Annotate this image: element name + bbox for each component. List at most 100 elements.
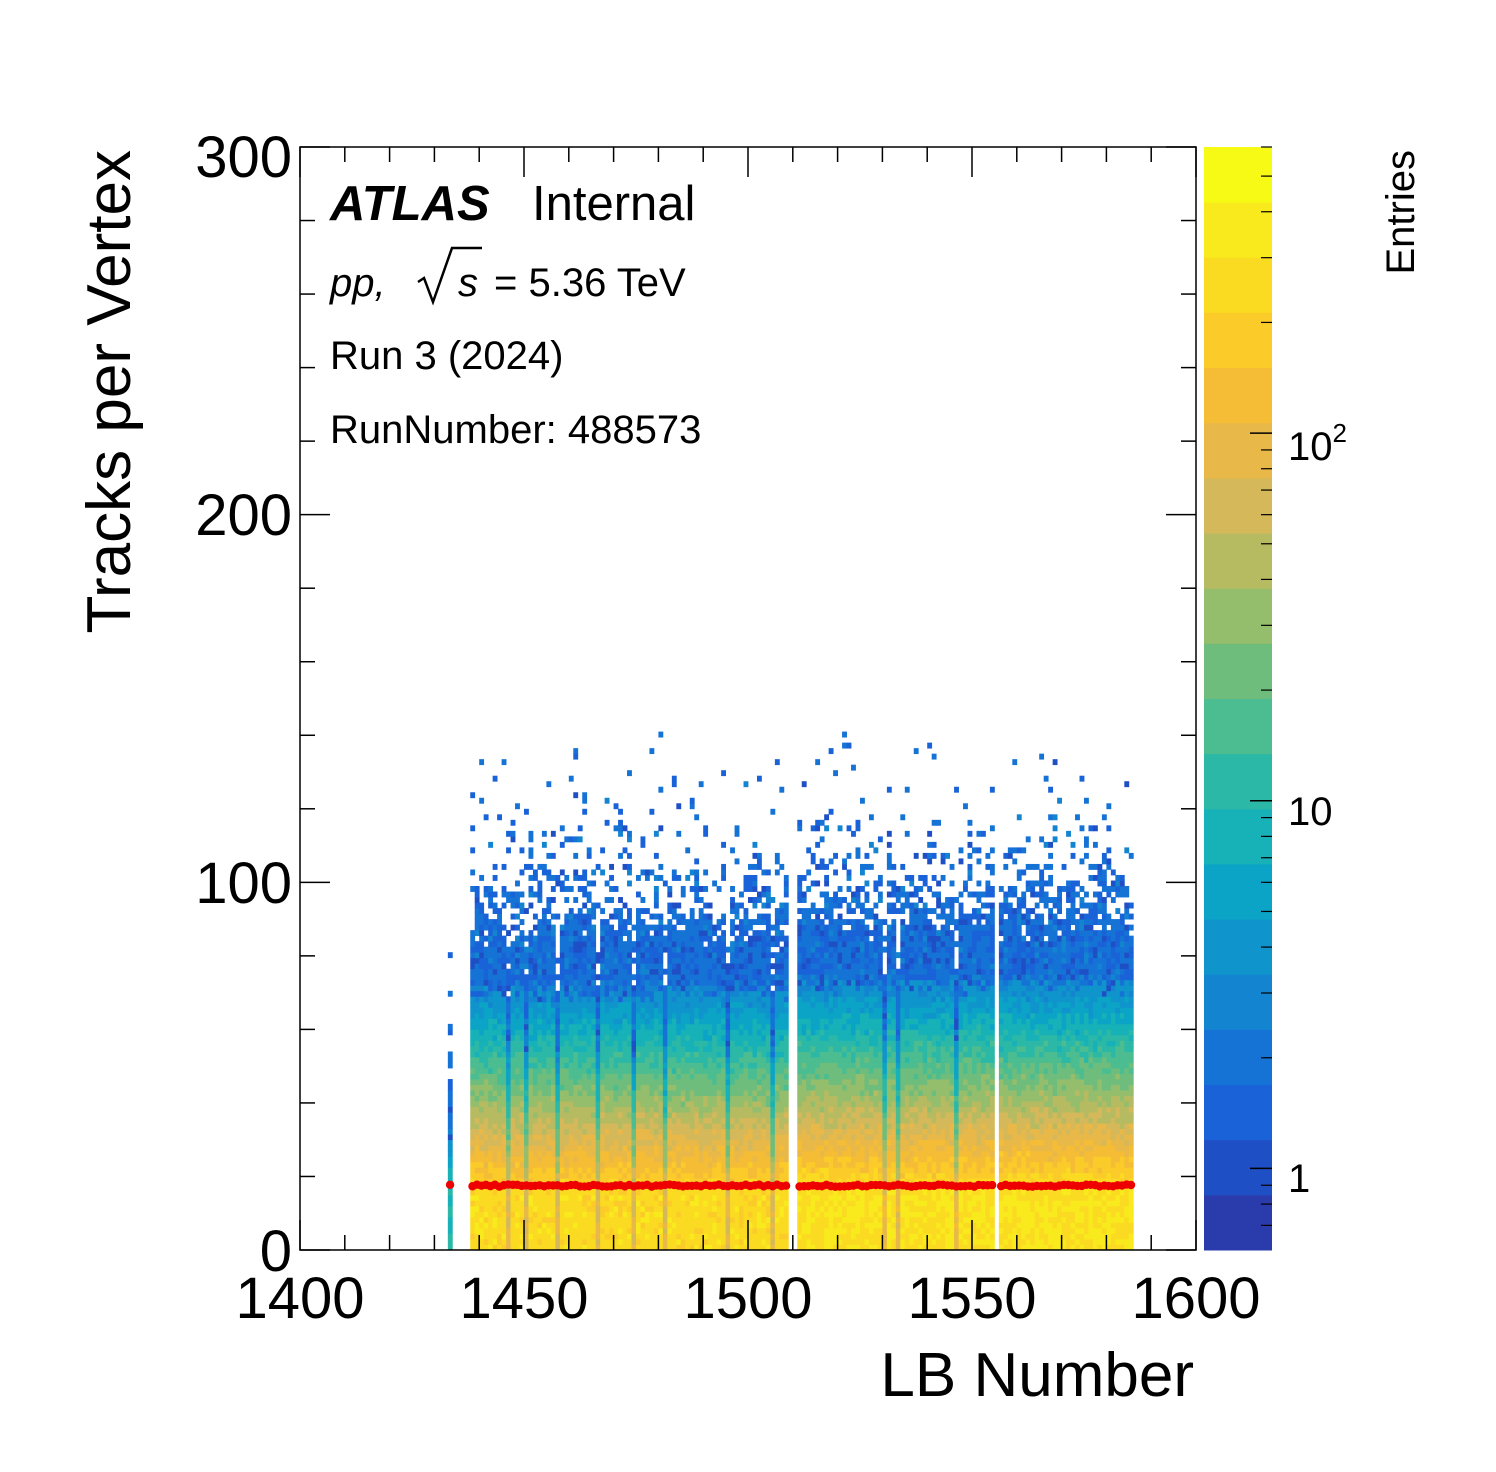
heatmap-cell: [609, 941, 614, 948]
heatmap-cell: [470, 946, 476, 953]
heatmap-cell: [797, 968, 803, 975]
heatmap-cell: [627, 1023, 632, 1030]
heatmap-cell: [515, 1001, 520, 1008]
heatmap-cell: [573, 1073, 579, 1080]
heatmap-cell: [515, 1161, 520, 1168]
heatmap-cell: [801, 1128, 807, 1135]
heatmap-cell: [770, 1112, 776, 1119]
heatmap-cell: [739, 1112, 744, 1119]
heatmap-cell: [506, 1222, 511, 1229]
heatmap-cell: [515, 1134, 520, 1141]
heatmap-cell: [653, 852, 659, 859]
heatmap-cell: [734, 1233, 740, 1240]
heatmap-cell: [797, 1040, 803, 1047]
heatmap-cell: [541, 952, 547, 959]
heatmap-cell: [694, 1095, 700, 1102]
heatmap-cell: [627, 1112, 632, 1119]
heatmap-cell: [667, 1056, 673, 1063]
heatmap-cell: [474, 908, 480, 914]
heatmap-cell: [600, 1056, 606, 1063]
heatmap-cell: [568, 1172, 574, 1179]
heatmap-cell: [824, 1045, 830, 1052]
heatmap-cell: [770, 1084, 776, 1091]
heatmap-cell: [770, 1018, 776, 1025]
heatmap-cell: [698, 979, 704, 986]
heatmap-cell: [815, 1018, 821, 1025]
heatmap-cell: [703, 1227, 709, 1234]
heatmap-cell: [774, 1233, 780, 1240]
heatmap-cell: [662, 1117, 668, 1124]
heatmap-cell: [541, 1205, 547, 1212]
heatmap-cell: [501, 1068, 507, 1074]
heatmap-cell: [497, 1172, 502, 1179]
heatmap-cell: [774, 1238, 780, 1245]
heatmap-cell: [756, 990, 762, 997]
heatmap-cell: [739, 891, 744, 898]
heatmap-cell: [797, 1233, 803, 1240]
heatmap-cell: [604, 1018, 610, 1025]
heatmap-cell: [506, 1101, 511, 1108]
heatmap-cell: [573, 1051, 579, 1058]
heatmap-cell: [761, 990, 767, 997]
heatmap-cell: [582, 1101, 588, 1108]
heatmap-cell: [613, 1128, 619, 1135]
heatmap-cell: [559, 1128, 565, 1135]
heatmap-cell: [506, 1051, 511, 1058]
heatmap-cell: [573, 1205, 579, 1212]
heatmap-cell: [680, 1123, 686, 1130]
heatmap-cell: [532, 1095, 538, 1102]
heatmap-cell: [631, 1139, 637, 1146]
heatmap-cell: [649, 1056, 655, 1063]
heatmap-cell: [653, 1062, 659, 1069]
heatmap-cell: [734, 924, 740, 931]
heatmap-cell: [649, 1012, 655, 1019]
heatmap-cell: [532, 1018, 538, 1025]
heatmap-cell: [774, 1073, 780, 1080]
heatmap-cell: [595, 1145, 601, 1152]
heatmap-cell: [783, 874, 789, 881]
heatmap-cell: [743, 1023, 749, 1030]
heatmap-cell: [600, 957, 606, 964]
heatmap-cell: [604, 935, 610, 942]
heatmap-cell: [537, 1211, 543, 1218]
heatmap-cell: [734, 1194, 740, 1201]
heatmap-cell: [734, 1139, 740, 1146]
heatmap-cell: [752, 941, 758, 948]
heatmap-cell: [653, 957, 659, 964]
heatmap-cell: [707, 1051, 713, 1058]
heatmap-cell: [680, 913, 686, 920]
heatmap-cell: [667, 1128, 673, 1135]
heatmap-cell: [532, 1040, 538, 1047]
heatmap-cell: [591, 1095, 597, 1102]
heatmap-cell: [815, 1068, 821, 1074]
heatmap-cell: [586, 1112, 592, 1119]
heatmap-cell: [591, 1073, 597, 1080]
heatmap-cell: [739, 1018, 744, 1025]
heatmap-cell: [756, 1090, 762, 1096]
heatmap-cell: [649, 1117, 655, 1124]
heatmap-cell: [609, 1227, 614, 1234]
heatmap-cell: [676, 1205, 682, 1212]
heatmap-cell: [492, 1112, 498, 1119]
heatmap-cell: [770, 1194, 776, 1201]
heatmap-cell: [658, 1134, 664, 1141]
heatmap-cell: [725, 1172, 731, 1179]
heatmap-cell: [541, 1200, 547, 1207]
heatmap-cell: [770, 924, 776, 931]
heatmap-cell: [600, 1018, 606, 1025]
heatmap-cell: [537, 1167, 543, 1174]
heatmap-cell: [591, 1150, 597, 1157]
heatmap-cell: [662, 1150, 668, 1157]
heatmap-cell: [568, 974, 574, 981]
heatmap-cell: [609, 963, 614, 970]
heatmap-cell: [492, 1029, 498, 1036]
heatmap-cell: [667, 1007, 673, 1014]
heatmap-cell: [810, 957, 816, 964]
heatmap-cell: [568, 963, 574, 970]
heatmap-cell: [806, 1001, 812, 1008]
heatmap-cell: [537, 886, 543, 892]
heatmap-cell: [586, 1178, 592, 1185]
heatmap-cell: [470, 847, 476, 854]
heatmap-cell: [532, 1045, 538, 1052]
heatmap-cell: [618, 985, 623, 992]
